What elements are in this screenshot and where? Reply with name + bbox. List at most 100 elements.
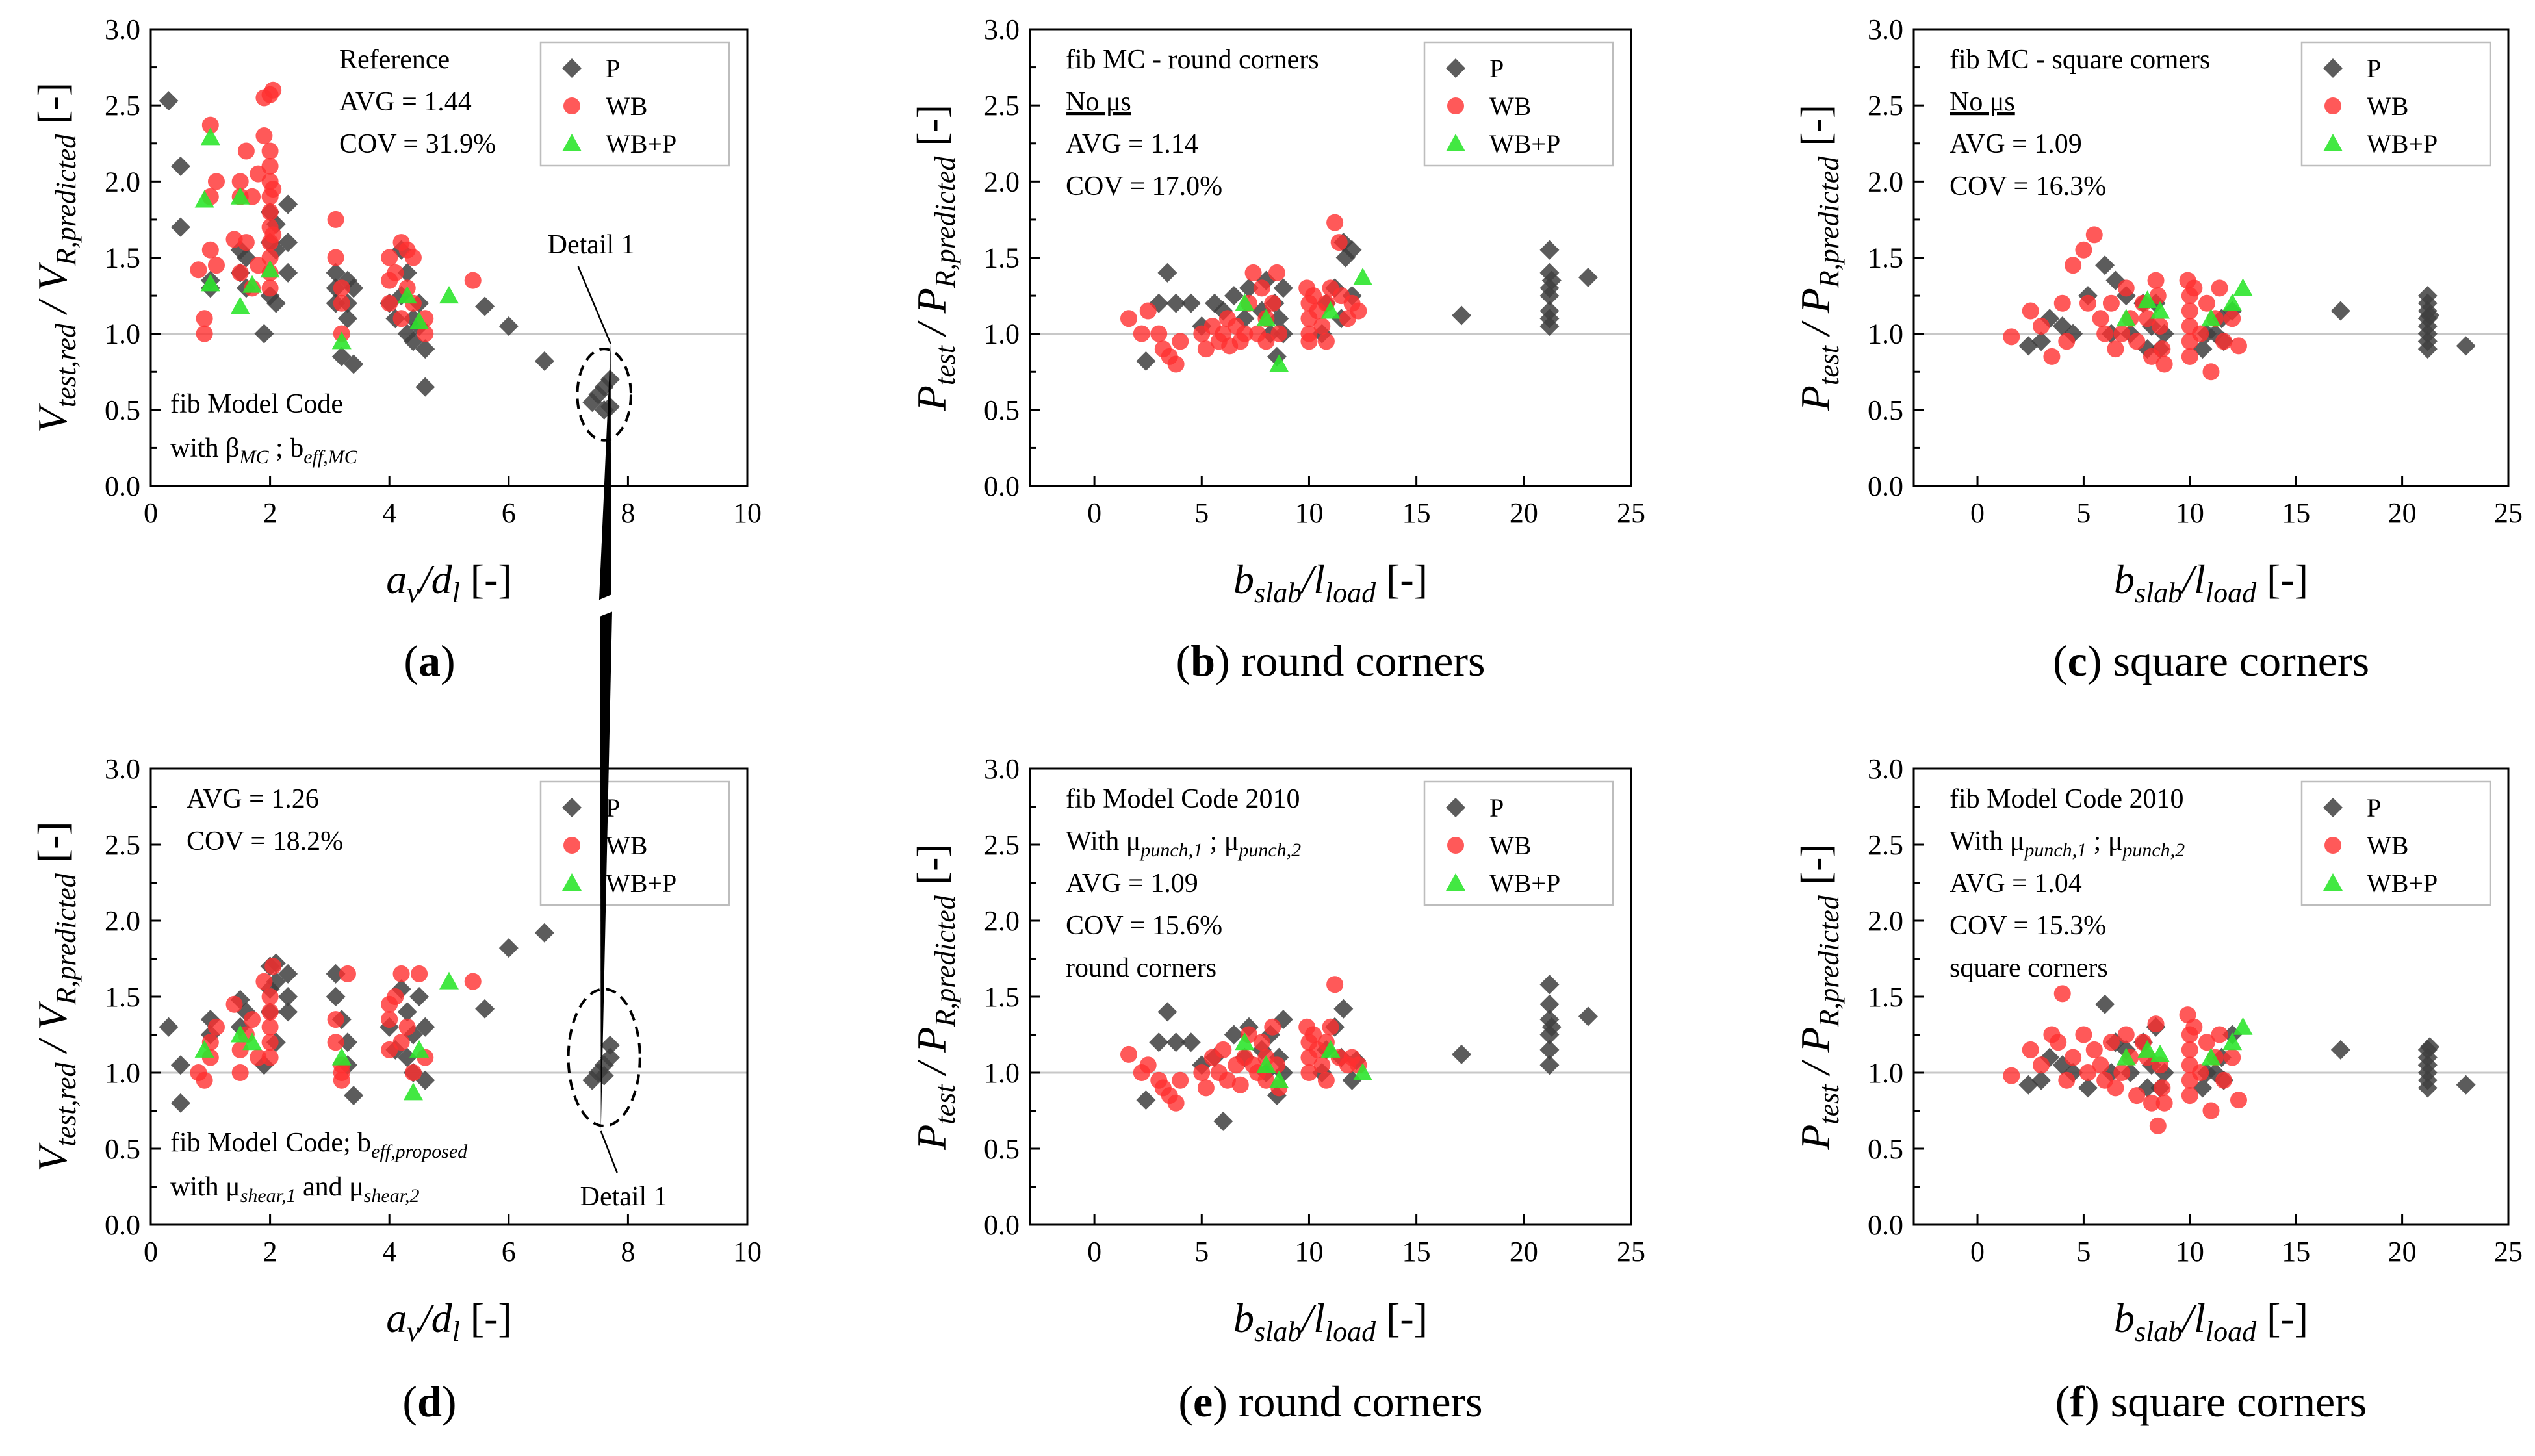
marker-wb-p	[1446, 873, 1465, 891]
marker-p	[254, 324, 274, 344]
marker-wb	[2117, 279, 2135, 297]
marker-wb	[2085, 1041, 2103, 1058]
stats-line: fib MC - round corners	[1066, 45, 1319, 75]
marker-wb	[1313, 317, 1331, 335]
marker-wb	[1139, 1056, 1157, 1074]
marker-wb	[387, 988, 404, 1005]
marker-wb	[2324, 837, 2341, 854]
marker-wb	[1317, 333, 1335, 350]
legend-label: P	[606, 54, 620, 83]
y-tick-label: 2.5	[984, 829, 1020, 861]
marker-p	[1578, 1006, 1598, 1027]
stats-line: AVG = 1.09	[1066, 869, 1198, 899]
marker-p	[170, 1055, 190, 1075]
marker-p	[498, 938, 519, 958]
y-tick-label: 2.5	[1868, 90, 1903, 121]
marker-p	[1157, 1002, 1177, 1022]
marker-wb	[250, 1049, 267, 1066]
marker-wb	[2079, 294, 2096, 312]
marker-wb	[231, 173, 249, 190]
marker-wb	[2102, 1034, 2120, 1051]
marker-p	[326, 964, 346, 984]
marker-wb	[1236, 325, 1254, 342]
y-tick-label: 1.5	[1868, 981, 1903, 1013]
marker-wb	[255, 127, 273, 145]
marker-p	[2031, 1070, 2052, 1090]
x-tick-label: 0	[1087, 497, 1101, 529]
marker-wb	[2185, 279, 2203, 297]
y-tick-label: 0.0	[984, 470, 1020, 502]
marker-wb	[2147, 272, 2165, 289]
x-axis-title: av/dl [-]	[386, 1295, 511, 1347]
marker-p	[159, 1017, 179, 1037]
marker-wb	[1322, 1018, 1339, 1036]
marker-wb-p	[2233, 278, 2253, 296]
marker-wb	[2075, 1026, 2092, 1043]
marker-wb	[2215, 333, 2233, 350]
y-axis-title: Vtest,red / VR,predicted [-]	[29, 821, 82, 1171]
marker-wb	[207, 257, 225, 274]
note-line: with βMC ; beff,MC	[170, 433, 358, 468]
y-tick-label: 2.0	[1868, 905, 1903, 937]
marker-p	[278, 233, 298, 253]
marker-p	[2456, 1075, 2476, 1095]
marker-wb-p	[331, 331, 352, 350]
x-tick-label: 10	[2176, 497, 2204, 529]
x-tick-label: 20	[1510, 497, 1538, 529]
marker-wb-p	[242, 275, 263, 293]
marker-p	[2095, 255, 2115, 275]
marker-wb	[2181, 1041, 2198, 1058]
marker-wb	[2058, 1071, 2076, 1089]
detail-arrow-head	[600, 611, 612, 1131]
legend-label: WB	[1489, 92, 1531, 121]
legend-label: WB	[1489, 831, 1531, 860]
y-tick-label: 0.0	[105, 1209, 140, 1241]
series-wb-p	[194, 127, 459, 350]
marker-wb	[392, 965, 410, 982]
marker-p	[337, 309, 357, 329]
x-tick-label: 10	[1294, 1236, 1323, 1268]
data-points	[1120, 214, 1598, 373]
marker-wb	[264, 226, 282, 244]
x-tick-label: 2	[263, 1236, 277, 1268]
stats-line: AVG = 1.04	[1950, 869, 2082, 899]
x-tick-label: 25	[1617, 1236, 1645, 1268]
legend: P WB WB+P	[2300, 780, 2491, 906]
marker-wb	[1139, 302, 1157, 320]
marker-wb-p	[439, 286, 459, 304]
marker-wb	[1197, 340, 1215, 358]
marker-p	[278, 1002, 298, 1022]
marker-wb	[2192, 1064, 2209, 1081]
panel-caption: (a)	[404, 636, 455, 685]
x-tick-label: 2	[263, 497, 277, 529]
x-axis-title: bslab/lload [-]	[2114, 1295, 2308, 1347]
marker-p	[2154, 324, 2174, 344]
marker-p	[170, 156, 190, 176]
x-tick-label: 5	[2076, 497, 2091, 529]
y-axis-title: Ptest / PR,predicted [-]	[1792, 105, 1845, 411]
marker-wb	[2185, 1018, 2203, 1036]
marker-wb-p	[409, 1040, 430, 1058]
marker-p	[1239, 278, 1259, 298]
marker-p	[278, 987, 298, 1006]
marker-wb	[1270, 325, 1288, 342]
y-tick-label: 3.0	[105, 753, 140, 785]
marker-wb	[327, 211, 344, 228]
marker-p	[415, 377, 435, 397]
marker-wb	[2113, 325, 2131, 342]
stats-line: COV = 16.3%	[1950, 172, 2106, 201]
y-tick-label: 1.5	[984, 242, 1020, 274]
data-points	[159, 81, 620, 420]
marker-wb-p	[1353, 1063, 1373, 1080]
marker-wb	[225, 995, 243, 1013]
marker-p	[266, 293, 286, 313]
detail-label: Detail 1	[580, 1182, 667, 1212]
marker-p	[331, 346, 352, 366]
marker-wb-p	[2137, 1040, 2157, 1058]
y-axis-title: Ptest / PR,predicted [-]	[1792, 843, 1845, 1150]
marker-p	[397, 1047, 417, 1067]
x-axis-title: bslab/lload [-]	[1233, 556, 1428, 609]
detail-arrow-head	[598, 344, 611, 600]
note-line: fib Model Code; beff,proposed	[170, 1128, 468, 1162]
panel-f: 0.0 0.5 1.0 1.5 2.0 2.5 3.0 0 5 10 15 20 25 bslab/llo…	[1792, 753, 2523, 1426]
